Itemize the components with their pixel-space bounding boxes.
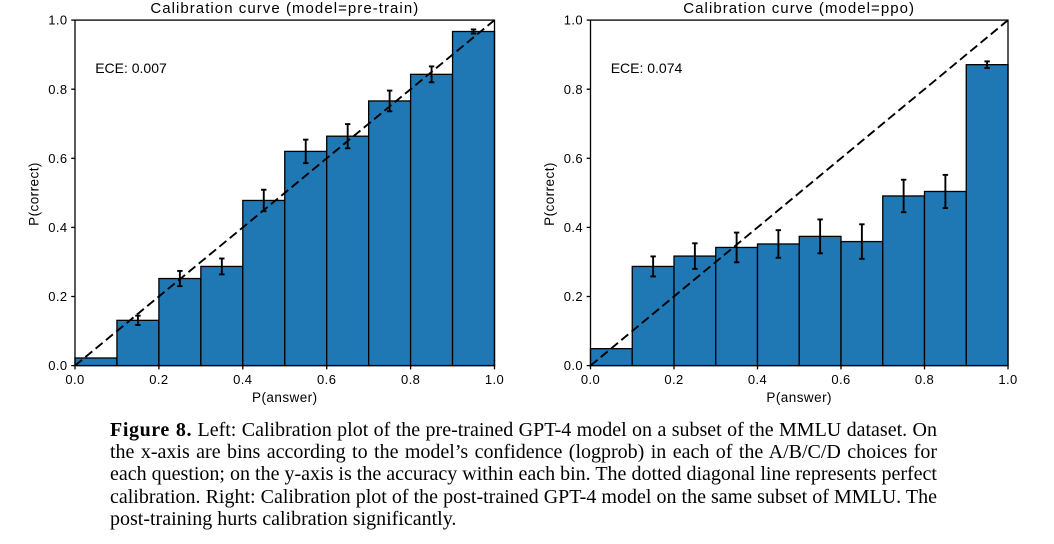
svg-text:P(answer): P(answer) [766,390,832,405]
svg-text:1.0: 1.0 [998,372,1017,387]
svg-text:0.0: 0.0 [581,372,600,387]
svg-text:0.2: 0.2 [149,372,168,387]
svg-text:P(correct): P(correct) [27,162,42,226]
svg-text:Calibration curve (model=pre-t: Calibration curve (model=pre-train) [150,0,419,17]
svg-text:0.6: 0.6 [831,372,850,387]
svg-text:0.6: 0.6 [317,372,336,387]
svg-text:1.0: 1.0 [48,13,67,28]
svg-text:ECE: 0.074: ECE: 0.074 [611,60,683,76]
svg-text:0.6: 0.6 [564,151,583,166]
svg-text:0.0: 0.0 [564,358,583,373]
svg-text:1.0: 1.0 [564,13,583,28]
svg-text:0.8: 0.8 [564,82,583,97]
svg-text:ECE: 0.007: ECE: 0.007 [95,60,167,76]
svg-text:0.8: 0.8 [915,372,934,387]
svg-text:0.4: 0.4 [233,372,252,387]
svg-text:0.2: 0.2 [664,372,683,387]
svg-text:P(answer): P(answer) [252,390,318,405]
svg-text:0.4: 0.4 [748,372,767,387]
svg-text:0.0: 0.0 [48,358,67,373]
svg-text:0.8: 0.8 [401,372,420,387]
svg-text:0.4: 0.4 [564,220,583,235]
svg-text:0.8: 0.8 [48,82,67,97]
svg-text:1.0: 1.0 [485,372,504,387]
svg-text:P(correct): P(correct) [542,162,557,226]
svg-text:0.0: 0.0 [65,372,84,387]
svg-text:0.2: 0.2 [48,289,67,304]
svg-text:Calibration curve (model=ppo): Calibration curve (model=ppo) [683,0,915,17]
svg-text:0.6: 0.6 [48,151,67,166]
svg-text:0.2: 0.2 [564,289,583,304]
svg-text:0.4: 0.4 [48,220,67,235]
